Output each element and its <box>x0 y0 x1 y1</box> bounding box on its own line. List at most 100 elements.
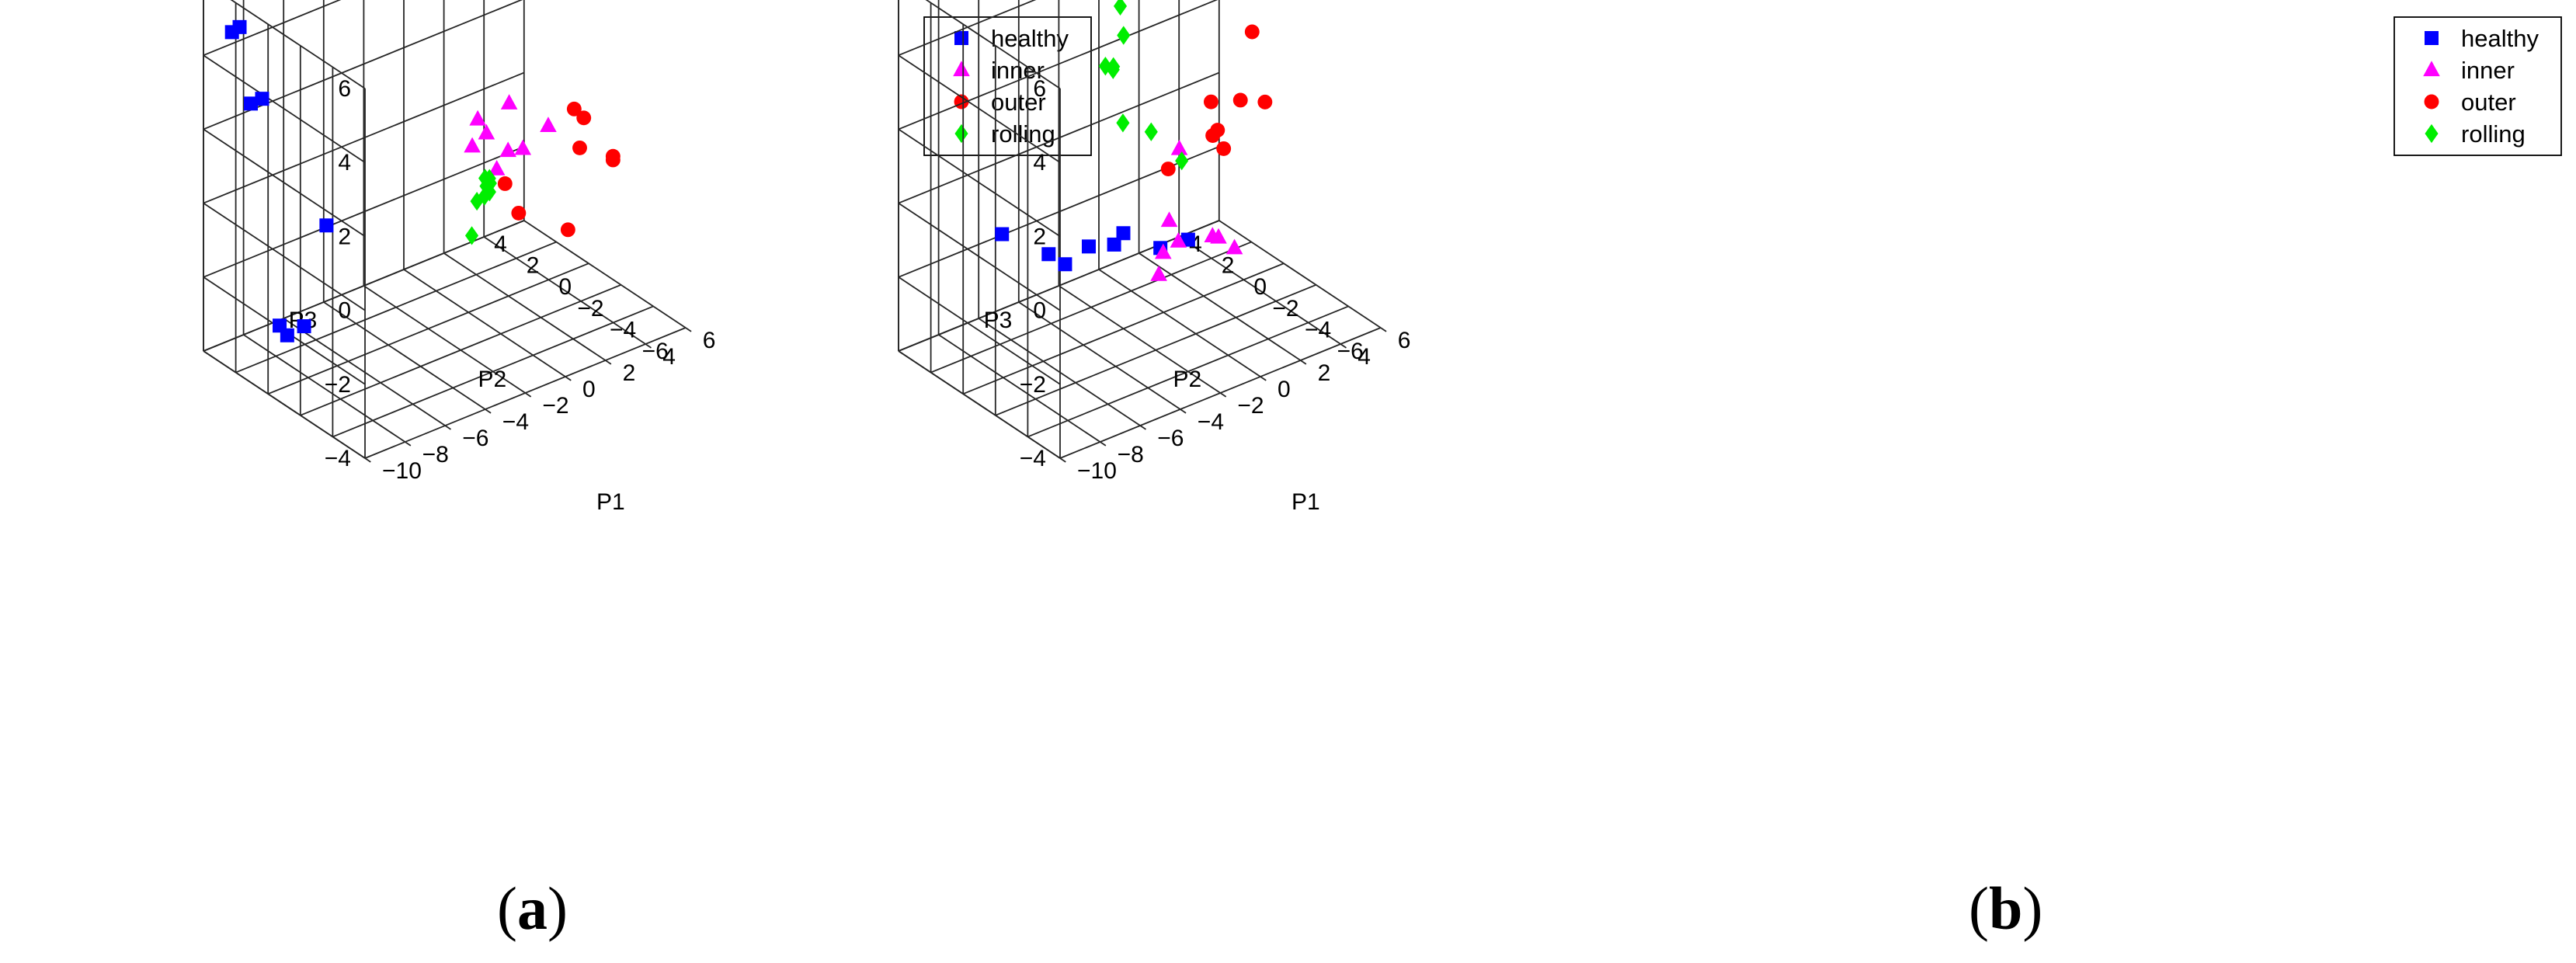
inner-point <box>499 141 516 158</box>
inner-point <box>1225 238 1243 255</box>
healthy-point <box>319 218 334 233</box>
legend-label-healthy: healthy <box>2461 25 2539 52</box>
floor-grid-line <box>1139 252 1302 361</box>
x-tick-label: −2 <box>542 393 568 419</box>
rolling-point <box>478 186 492 206</box>
series-outer <box>497 101 621 238</box>
rolling-point <box>1116 113 1130 133</box>
healthy-point <box>1041 247 1056 262</box>
panel-label-a: (a) <box>497 874 568 942</box>
x-tick-label: −8 <box>1118 442 1144 468</box>
grid-lines <box>898 0 1382 459</box>
legend-label-rolling: rolling <box>2461 120 2526 148</box>
z-tick-label: 0 <box>338 298 351 324</box>
rolling-point <box>1113 0 1128 16</box>
legend-label-outer: outer <box>2461 89 2516 116</box>
x-tick-label: −2 <box>1237 393 1264 419</box>
rolling-point <box>1098 57 1112 76</box>
inner-point <box>478 123 495 140</box>
floor-grid-line <box>1018 301 1181 410</box>
x-tick-mark <box>685 327 692 332</box>
side-wall-grid-line <box>898 128 1061 238</box>
inner-point <box>1150 265 1167 281</box>
legend-marker-inner <box>953 61 970 77</box>
x-tick-mark <box>1219 392 1227 398</box>
x-tick-mark <box>1139 425 1146 430</box>
floor-grid-line <box>363 285 526 394</box>
z-tick-label: −2 <box>325 372 351 398</box>
x-tick-mark <box>1300 360 1307 365</box>
x-tick-label: −6 <box>462 426 488 451</box>
side-wall-grid-line <box>203 54 366 163</box>
healthy-point <box>232 19 247 34</box>
healthy-point <box>297 319 311 334</box>
legend-marker-rolling <box>954 123 968 144</box>
x-axis-label: P1 <box>596 489 625 515</box>
side-wall-grid-line <box>203 350 366 459</box>
outer-point <box>572 140 587 155</box>
side-wall-grid-line <box>203 128 366 238</box>
z-tick-label: 4 <box>1033 150 1046 176</box>
z-tick-label: 0 <box>1033 298 1046 324</box>
panel-label-b: (b) <box>1969 874 2043 942</box>
floor-grid-line <box>1058 285 1221 394</box>
floor-grid-line <box>267 262 589 395</box>
inner-point <box>1210 228 1227 244</box>
legend-box <box>923 16 1092 156</box>
rolling-point <box>482 169 496 188</box>
x-tick-mark <box>405 441 412 447</box>
z-tick-label: −2 <box>1020 372 1046 398</box>
floor-grid-line <box>300 283 621 416</box>
outer-point <box>1257 94 1273 110</box>
x-tick-mark <box>444 425 451 430</box>
series-inner <box>464 94 557 176</box>
floor-grid-line <box>323 301 486 410</box>
x-tick-label: −10 <box>1077 458 1117 484</box>
back-wall-grid-line <box>203 71 525 204</box>
side-wall-grid-line <box>230 0 366 89</box>
x-tick-label: −10 <box>382 458 422 484</box>
floor-grid-line <box>243 334 406 443</box>
rolling-point <box>1175 151 1189 171</box>
z-tick-label: 4 <box>338 150 351 176</box>
back-wall-grid-line <box>203 0 342 57</box>
floor-grid-line <box>1027 305 1349 438</box>
x-tick-mark <box>1260 376 1267 381</box>
x-tick-label: 6 <box>703 328 716 353</box>
healthy-point <box>1058 257 1072 272</box>
outer-point <box>1232 92 1248 108</box>
z-tick-label: 2 <box>338 224 351 249</box>
inner-point <box>1160 211 1178 228</box>
y-axis-label: P2 <box>1173 367 1201 392</box>
legend: healthy inner outer rolling <box>2393 16 2562 156</box>
inner-point <box>488 160 506 176</box>
x-tick-mark <box>485 408 492 414</box>
x-tick-mark <box>1340 343 1347 349</box>
x-tick-label: −4 <box>502 409 529 435</box>
healthy-point <box>244 96 258 111</box>
floor-grid-line <box>1218 220 1382 329</box>
healthy-point <box>1116 226 1131 241</box>
back-wall-grid-line <box>898 71 1220 204</box>
inner-point <box>500 94 518 110</box>
side-wall-grid-line <box>898 202 1061 311</box>
x-tick-label: −4 <box>1198 409 1224 435</box>
side-wall-grid-line <box>898 54 1061 163</box>
inner-point <box>469 110 486 126</box>
outer-point <box>605 152 621 168</box>
outer-point <box>1203 94 1218 110</box>
x-tick-label: −6 <box>1157 426 1184 451</box>
rolling-point <box>1117 26 1131 45</box>
inner-point <box>540 116 557 133</box>
x-tick-label: −8 <box>422 442 449 468</box>
floor-grid-line <box>938 334 1101 443</box>
outer-point <box>1210 123 1225 138</box>
floor-grid-line <box>1178 236 1341 345</box>
y-tick-label: −6 <box>642 339 669 364</box>
outer-point <box>566 101 582 116</box>
inner-point <box>1170 231 1187 248</box>
inner-point <box>1170 139 1188 155</box>
x-tick-label: 4 <box>1358 344 1371 370</box>
legend-marker-rolling <box>2425 123 2439 144</box>
